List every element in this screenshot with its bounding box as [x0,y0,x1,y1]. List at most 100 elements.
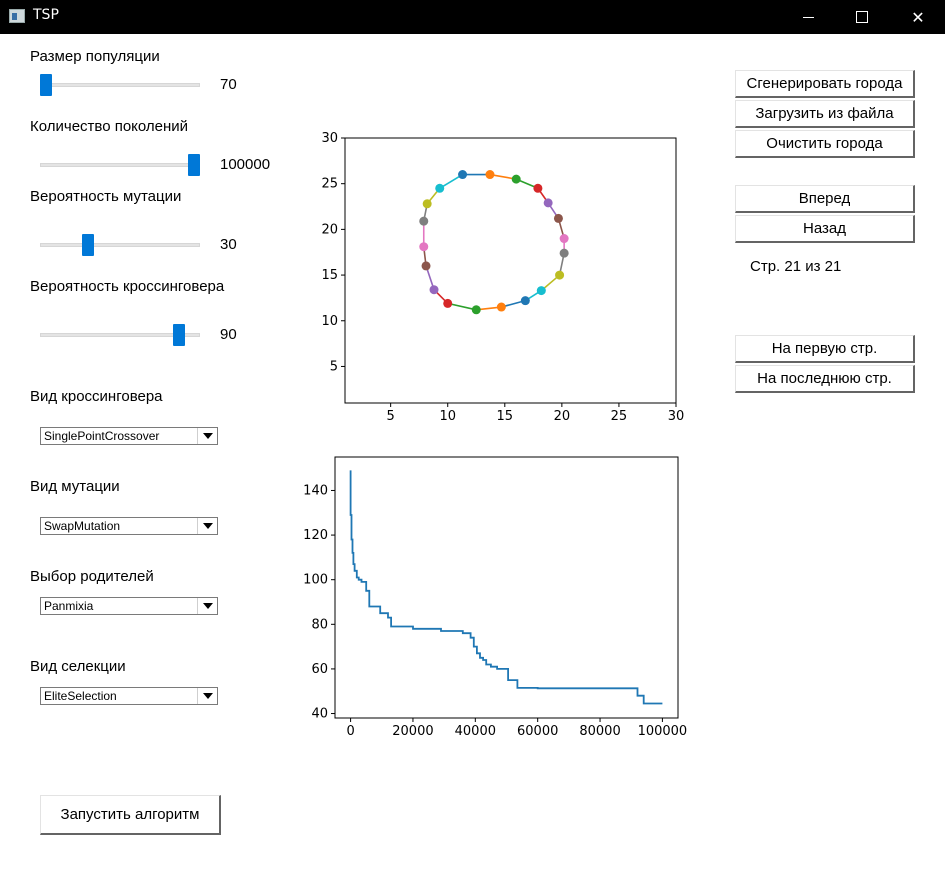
route-chart: 5 10 15 20 25 30 5 10 15 20 25 30 [321,131,685,424]
parents-selection-value: Panmixia [44,599,94,613]
city-point [536,286,546,296]
selection-type-label: Вид селекции [30,658,126,675]
crossover-type-select[interactable]: SinglePointCrossover [40,427,218,445]
x-tick-label: 60000 [517,724,558,739]
forward-button[interactable]: Вперед [735,185,915,213]
crossover-prob-label: Вероятность кроссинговера [30,278,225,295]
plot-frame [344,137,677,404]
city-point [421,261,431,271]
x-tick-label: 20000 [392,724,433,739]
close-icon: ✕ [911,7,925,27]
plot-frame [334,456,679,719]
city-point [553,213,563,223]
x-tick-label: 10 [439,409,456,424]
city-point [422,199,432,209]
generations-label: Количество поколений [30,118,189,135]
route-segment [447,302,477,311]
city-point [543,198,553,208]
y-tick-label: 20 [321,222,338,237]
population-value: 70 [220,76,237,93]
y-tick-label: 80 [311,617,328,632]
chevron-down-icon[interactable] [197,688,217,704]
x-tick-label: 5 [387,409,395,424]
x-tick-label: 20 [554,409,571,424]
city-point [555,270,565,280]
run-algorithm-button[interactable]: Запустить алгоритм [40,795,221,835]
crossover-prob-slider[interactable] [40,324,200,346]
y-tick-label: 140 [303,483,328,498]
city-point [419,242,429,252]
city-point [429,285,439,295]
population-slider-track [40,83,200,87]
city-point [435,183,445,193]
x-tick-label: 0 [346,724,354,739]
city-point [419,216,429,226]
population-label: Размер популяции [30,48,160,65]
back-button[interactable]: Назад [735,215,915,243]
y-tick-label: 25 [321,177,338,192]
x-tick-label: 15 [497,409,514,424]
population-slider-thumb[interactable] [40,74,53,96]
parents-selection-select[interactable]: Panmixia [40,597,218,615]
generate-cities-button[interactable]: Сгенерировать города [735,70,915,98]
crossover-prob-slider-track [40,333,200,337]
y-tick-label: 15 [321,268,338,283]
generations-slider-track [40,163,200,167]
selection-type-value: EliteSelection [44,689,117,703]
city-point [559,248,569,258]
y-tick-label: 100 [303,573,328,588]
window-title: TSP [33,7,59,23]
load-from-file-button[interactable]: Загрузить из файла [735,100,915,128]
city-point [458,170,468,180]
crossover-type-value: SinglePointCrossover [44,429,160,443]
mutation-prob-label: Вероятность мутации [30,188,182,205]
window-app-icon [9,9,25,23]
city-point [485,170,495,180]
mutation-prob-slider-thumb[interactable] [82,234,94,256]
city-point [443,298,453,308]
last-page-button[interactable]: На последнюю стр. [735,365,915,393]
maximize-button[interactable] [839,0,885,34]
generations-slider[interactable] [40,154,200,176]
page-indicator: Стр. 21 из 21 [750,258,842,275]
first-page-button[interactable]: На первую стр. [735,335,915,363]
maximize-icon [856,11,868,23]
y-tick-label: 60 [311,662,328,677]
selection-type-select[interactable]: EliteSelection [40,687,218,705]
y-tick-label: 10 [321,314,338,329]
chevron-down-icon[interactable] [197,598,217,614]
crossover-prob-value: 90 [220,326,237,343]
clear-cities-button[interactable]: Очистить города [735,130,915,158]
population-slider[interactable] [40,74,200,96]
y-tick-label: 40 [311,707,328,722]
mutation-prob-slider-track [40,243,200,247]
crossover-type-label: Вид кроссинговера [30,388,163,405]
city-point [496,302,506,312]
y-tick-label: 5 [330,359,338,374]
x-tick-label: 100000 [638,724,688,739]
city-point [471,305,481,315]
x-tick-label: 80000 [579,724,620,739]
crossover-prob-slider-thumb[interactable] [173,324,186,346]
minimize-icon [802,16,814,18]
chevron-down-icon[interactable] [197,518,217,534]
city-point [511,174,521,184]
generations-slider-thumb[interactable] [187,154,200,176]
fitness-line [349,470,663,705]
mutation-type-label: Вид мутации [30,478,120,495]
parents-selection-label: Выбор родителей [30,568,154,585]
y-tick-label: 120 [303,528,328,543]
close-button[interactable]: ✕ [895,0,941,34]
y-tick-label: 30 [321,131,338,146]
city-point [520,296,530,306]
mutation-type-value: SwapMutation [44,519,121,533]
x-tick-label: 30 [668,409,685,424]
chevron-down-icon[interactable] [197,428,217,444]
minimize-button[interactable] [785,0,831,34]
title-bar: TSP ✕ [0,0,945,34]
mutation-prob-slider[interactable] [40,234,200,256]
x-tick-label: 25 [611,409,628,424]
x-tick-label: 40000 [455,724,496,739]
mutation-type-select[interactable]: SwapMutation [40,517,218,535]
city-point [559,234,569,244]
